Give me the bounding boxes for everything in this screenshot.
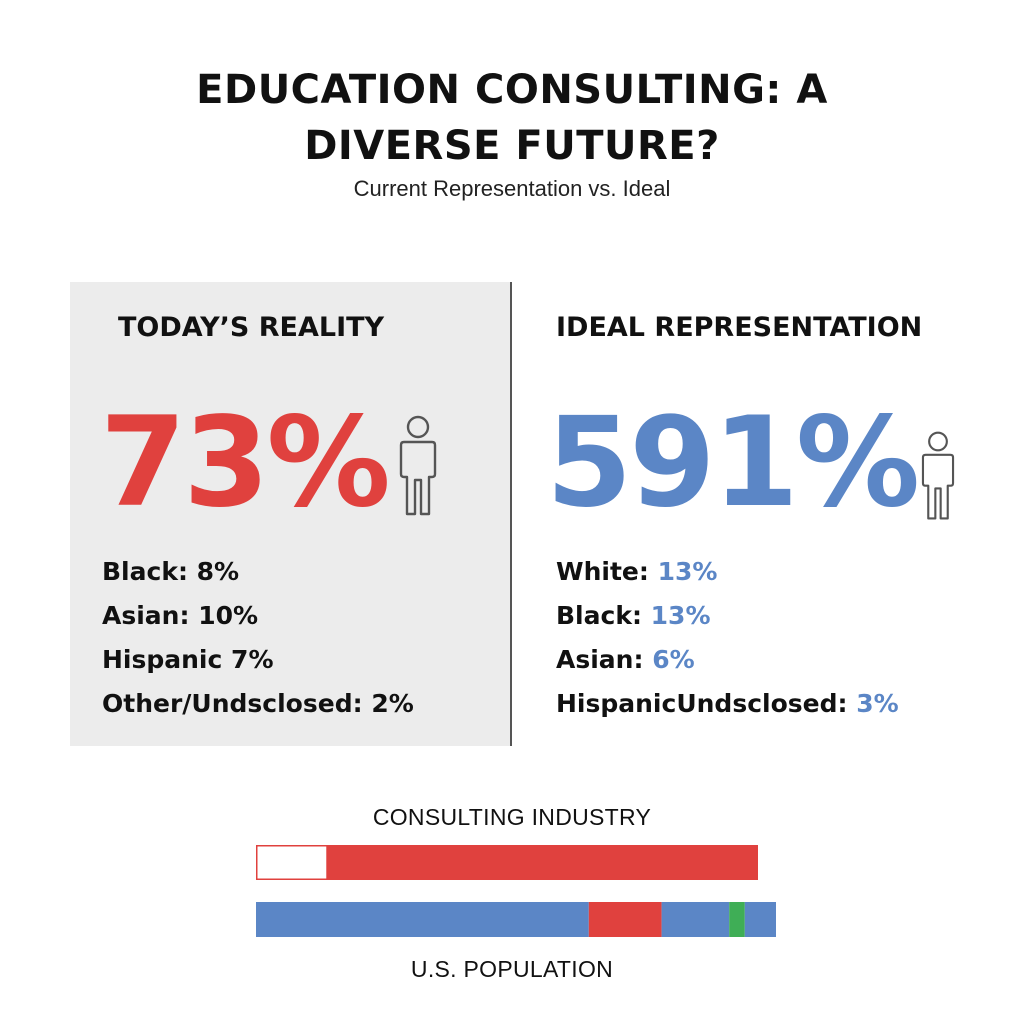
consulting-industry-label: CONSULTING INDUSTRY [372, 804, 652, 830]
list-item: Other/Undsclosed: 2% [102, 689, 414, 718]
bar-segment [326, 845, 758, 880]
person-outline-icon [921, 431, 955, 520]
bar-segment [744, 902, 776, 937]
page-subtitle: Current Representation vs. Ideal [353, 176, 671, 201]
person-outline-icon [399, 415, 437, 516]
list-item: HispanicUndsclosed: 3% [556, 689, 899, 718]
title-line-1: EDUCATION CONSULTING: A [196, 67, 828, 113]
ideal-representation-heading: IDEAL REPRESENTATION [556, 312, 923, 343]
bar-segment [588, 902, 662, 937]
bar-segment [256, 902, 589, 937]
ideal-representation-stats: White: 13% Black: 13% Asian: 6% Hispanic… [556, 550, 899, 726]
todays-reality-stats: Black: 8% Asian: 10% Hispanic 7% Other/U… [102, 550, 414, 726]
page-title: EDUCATION CONSULTING: A DIVERSE FUTURE? [0, 62, 1024, 174]
list-item: Hispanic 7% [102, 645, 274, 674]
bar-outline [256, 845, 758, 880]
bar-segment [661, 902, 730, 937]
list-item: Black: 8% [102, 557, 240, 586]
todays-reality-big-value: 73% [100, 391, 391, 535]
todays-reality-heading: TODAY’S REALITY [118, 312, 385, 343]
panel-divider [510, 282, 512, 746]
bar-segment [256, 845, 327, 880]
list-item: Asian: 10% [102, 601, 259, 630]
todays-reality-panel [70, 282, 510, 746]
list-item: Black: 13% [556, 601, 711, 630]
ideal-representation-big-value: 591% [546, 391, 920, 535]
list-item: Asian: 6% [556, 645, 695, 674]
title-line-2: DIVERSE FUTURE? [304, 123, 720, 169]
list-item: White: 13% [556, 557, 718, 586]
bar-segment [729, 902, 745, 937]
us-population-label: U.S. POPULATION [410, 956, 614, 982]
